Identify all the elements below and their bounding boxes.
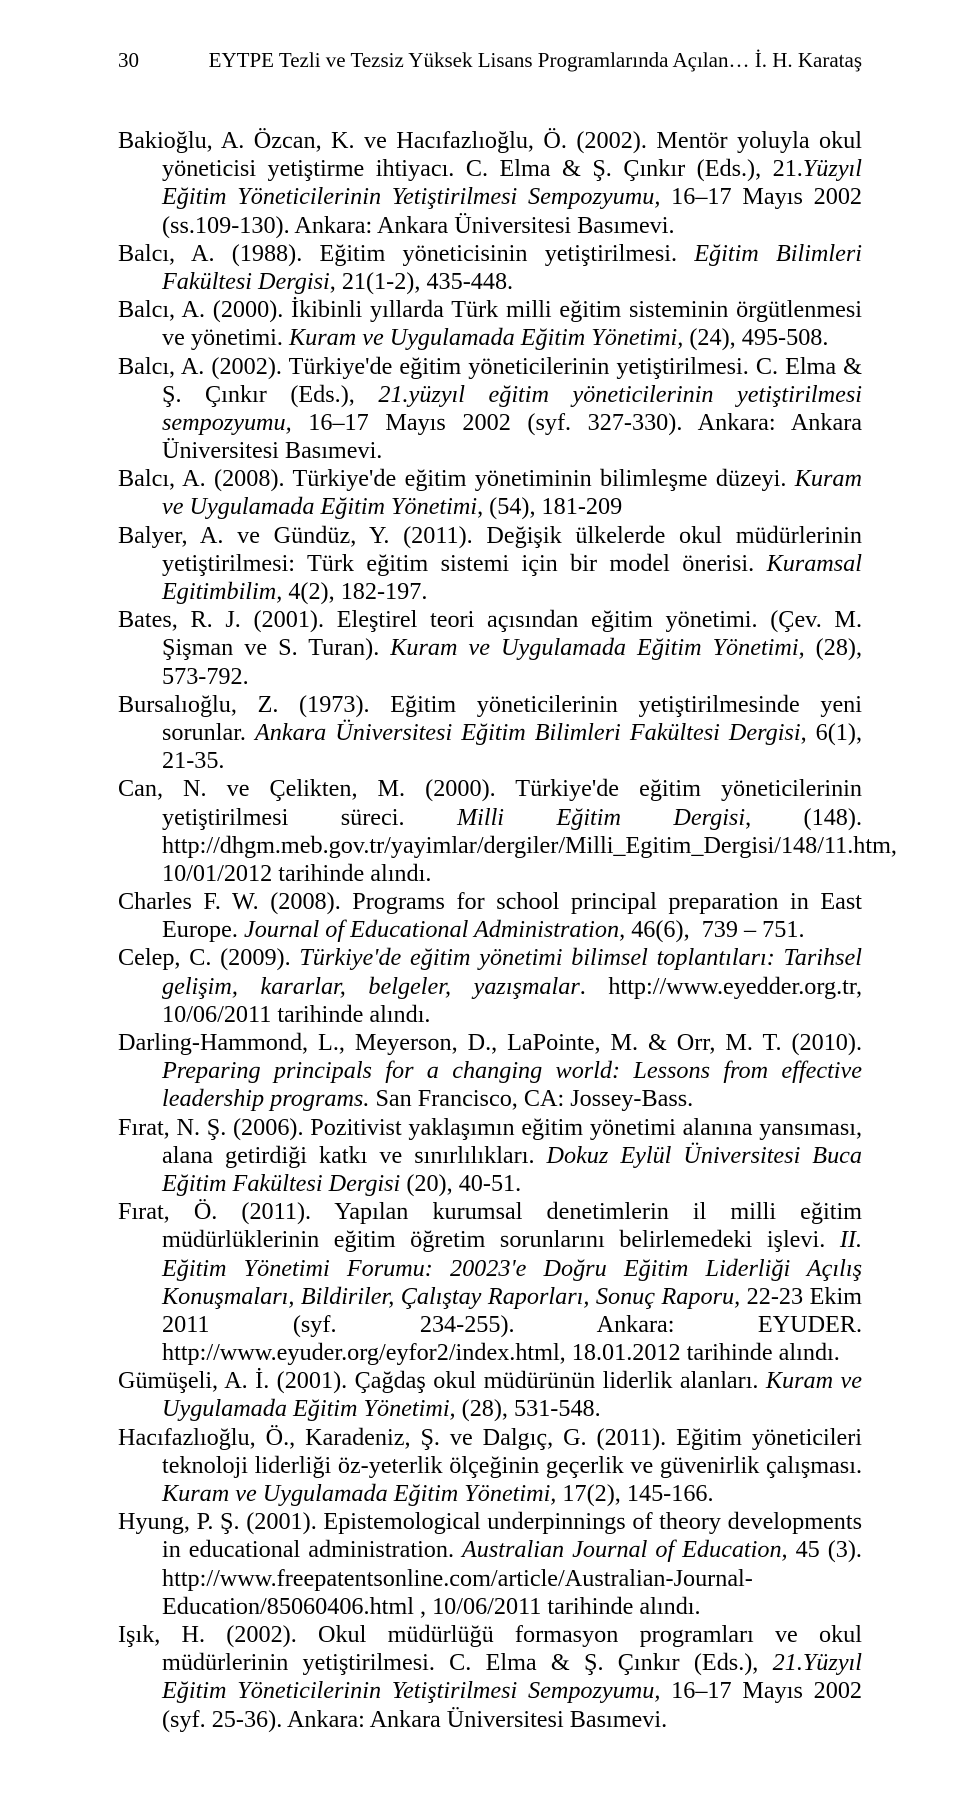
reference-item: Charles F. W. (2008). Programs for schoo… [118,888,862,944]
reference-item: Bakioğlu, A. Özcan, K. ve Hacıfazlıoğlu,… [118,127,862,240]
reference-item: Balcı, A. (2000). İkibinli yıllarda Türk… [118,296,862,352]
page-number: 30 [118,48,139,73]
reference-item: Hacıfazlıoğlu, Ö., Karadeniz, Ş. ve Dalg… [118,1424,862,1509]
reference-item: Darling-Hammond, L., Meyerson, D., LaPoi… [118,1029,862,1114]
reference-item: Fırat, N. Ş. (2006). Pozitivist yaklaşım… [118,1114,862,1199]
reference-item: Balyer, A. ve Gündüz, Y. (2011). Değişik… [118,522,862,607]
reference-item: Gümüşeli, A. İ. (2001). Çağdaş okul müdü… [118,1367,862,1423]
reference-item: Fırat, Ö. (2011). Yapılan kurumsal denet… [118,1198,862,1367]
reference-item: Bursalıoğlu, Z. (1973). Eğitim yöneticil… [118,691,862,776]
references-list: Bakioğlu, A. Özcan, K. ve Hacıfazlıoğlu,… [118,127,862,1734]
reference-item: Balcı, A. (2008). Türkiye'de eğitim yöne… [118,465,862,521]
reference-item: Balcı, A. (2002). Türkiye'de eğitim yöne… [118,353,862,466]
reference-item: Can, N. ve Çelikten, M. (2000). Türkiye'… [118,775,862,888]
reference-item: Işık, H. (2002). Okul müdürlüğü formasyo… [118,1621,862,1734]
page: 30 EYTPE Tezli ve Tezsiz Yüksek Lisans P… [0,0,960,1794]
reference-item: Balcı, A. (1988). Eğitim yöneticisinin y… [118,240,862,296]
reference-item: Celep, C. (2009). Türkiye'de eğitim yöne… [118,944,862,1029]
reference-item: Hyung, P. Ş. (2001). Epistemological und… [118,1508,862,1621]
running-title: EYTPE Tezli ve Tezsiz Yüksek Lisans Prog… [151,48,862,73]
reference-item: Bates, R. J. (2001). Eleştirel teori açı… [118,606,862,691]
running-head: 30 EYTPE Tezli ve Tezsiz Yüksek Lisans P… [118,48,862,73]
